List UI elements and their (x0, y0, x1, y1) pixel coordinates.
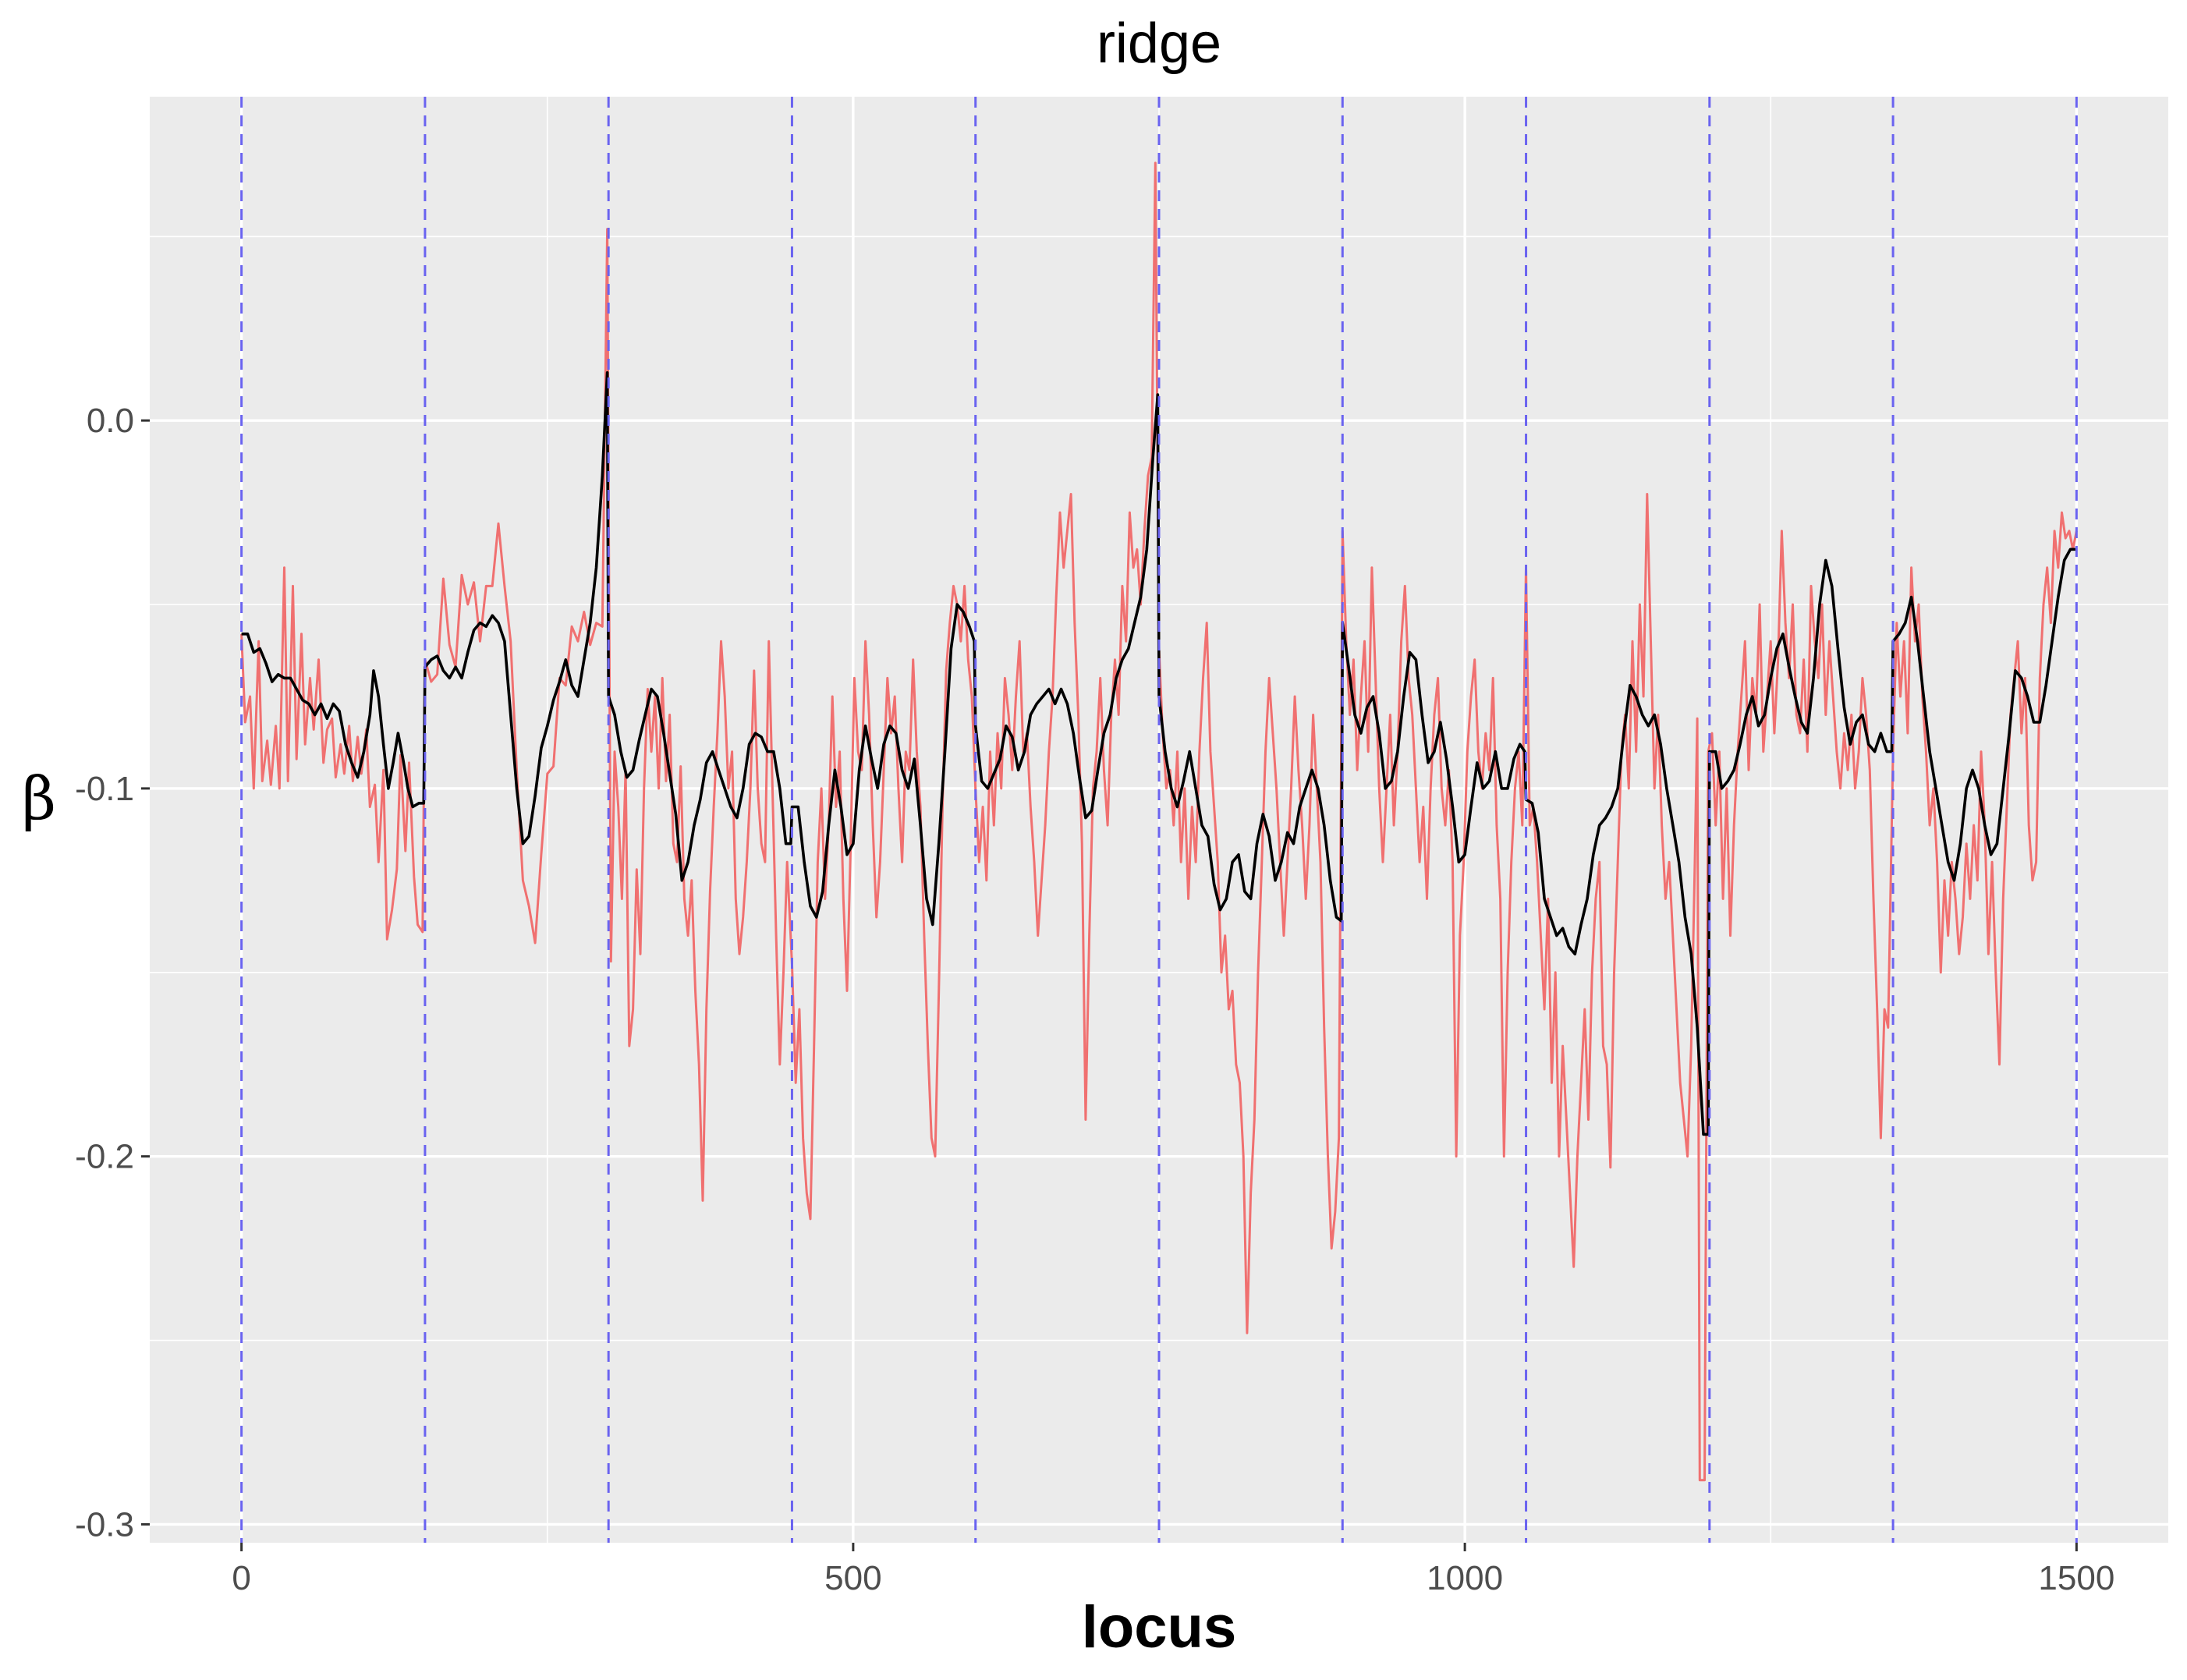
x-tick-label: 1500 (2038, 1559, 2114, 1597)
raw-series-path (240, 161, 2078, 1482)
y-tick-label: -0.1 (75, 770, 134, 808)
chart-title: ridge (1097, 12, 1221, 75)
y-axis-ticks: 0.0 -0.1 -0.2 -0.3 (75, 402, 150, 1544)
smoothed-series-path (241, 371, 2077, 1136)
x-tick-label: 500 (824, 1559, 881, 1597)
boundary-lines (240, 97, 2078, 1543)
smoothed-series-line (241, 371, 2077, 1136)
y-tick-label: -0.3 (75, 1505, 134, 1544)
x-tick-label: 0 (232, 1559, 250, 1597)
y-tick-label: 0.0 (87, 402, 134, 440)
x-tick-label: 1000 (1427, 1559, 1503, 1597)
y-axis-label: β (22, 764, 56, 833)
x-axis-ticks: 0 500 1000 1500 (232, 1543, 2114, 1597)
y-tick-label: -0.2 (75, 1138, 134, 1176)
x-axis-label: locus (1082, 1594, 1237, 1661)
raw-series-line (240, 161, 2078, 1482)
